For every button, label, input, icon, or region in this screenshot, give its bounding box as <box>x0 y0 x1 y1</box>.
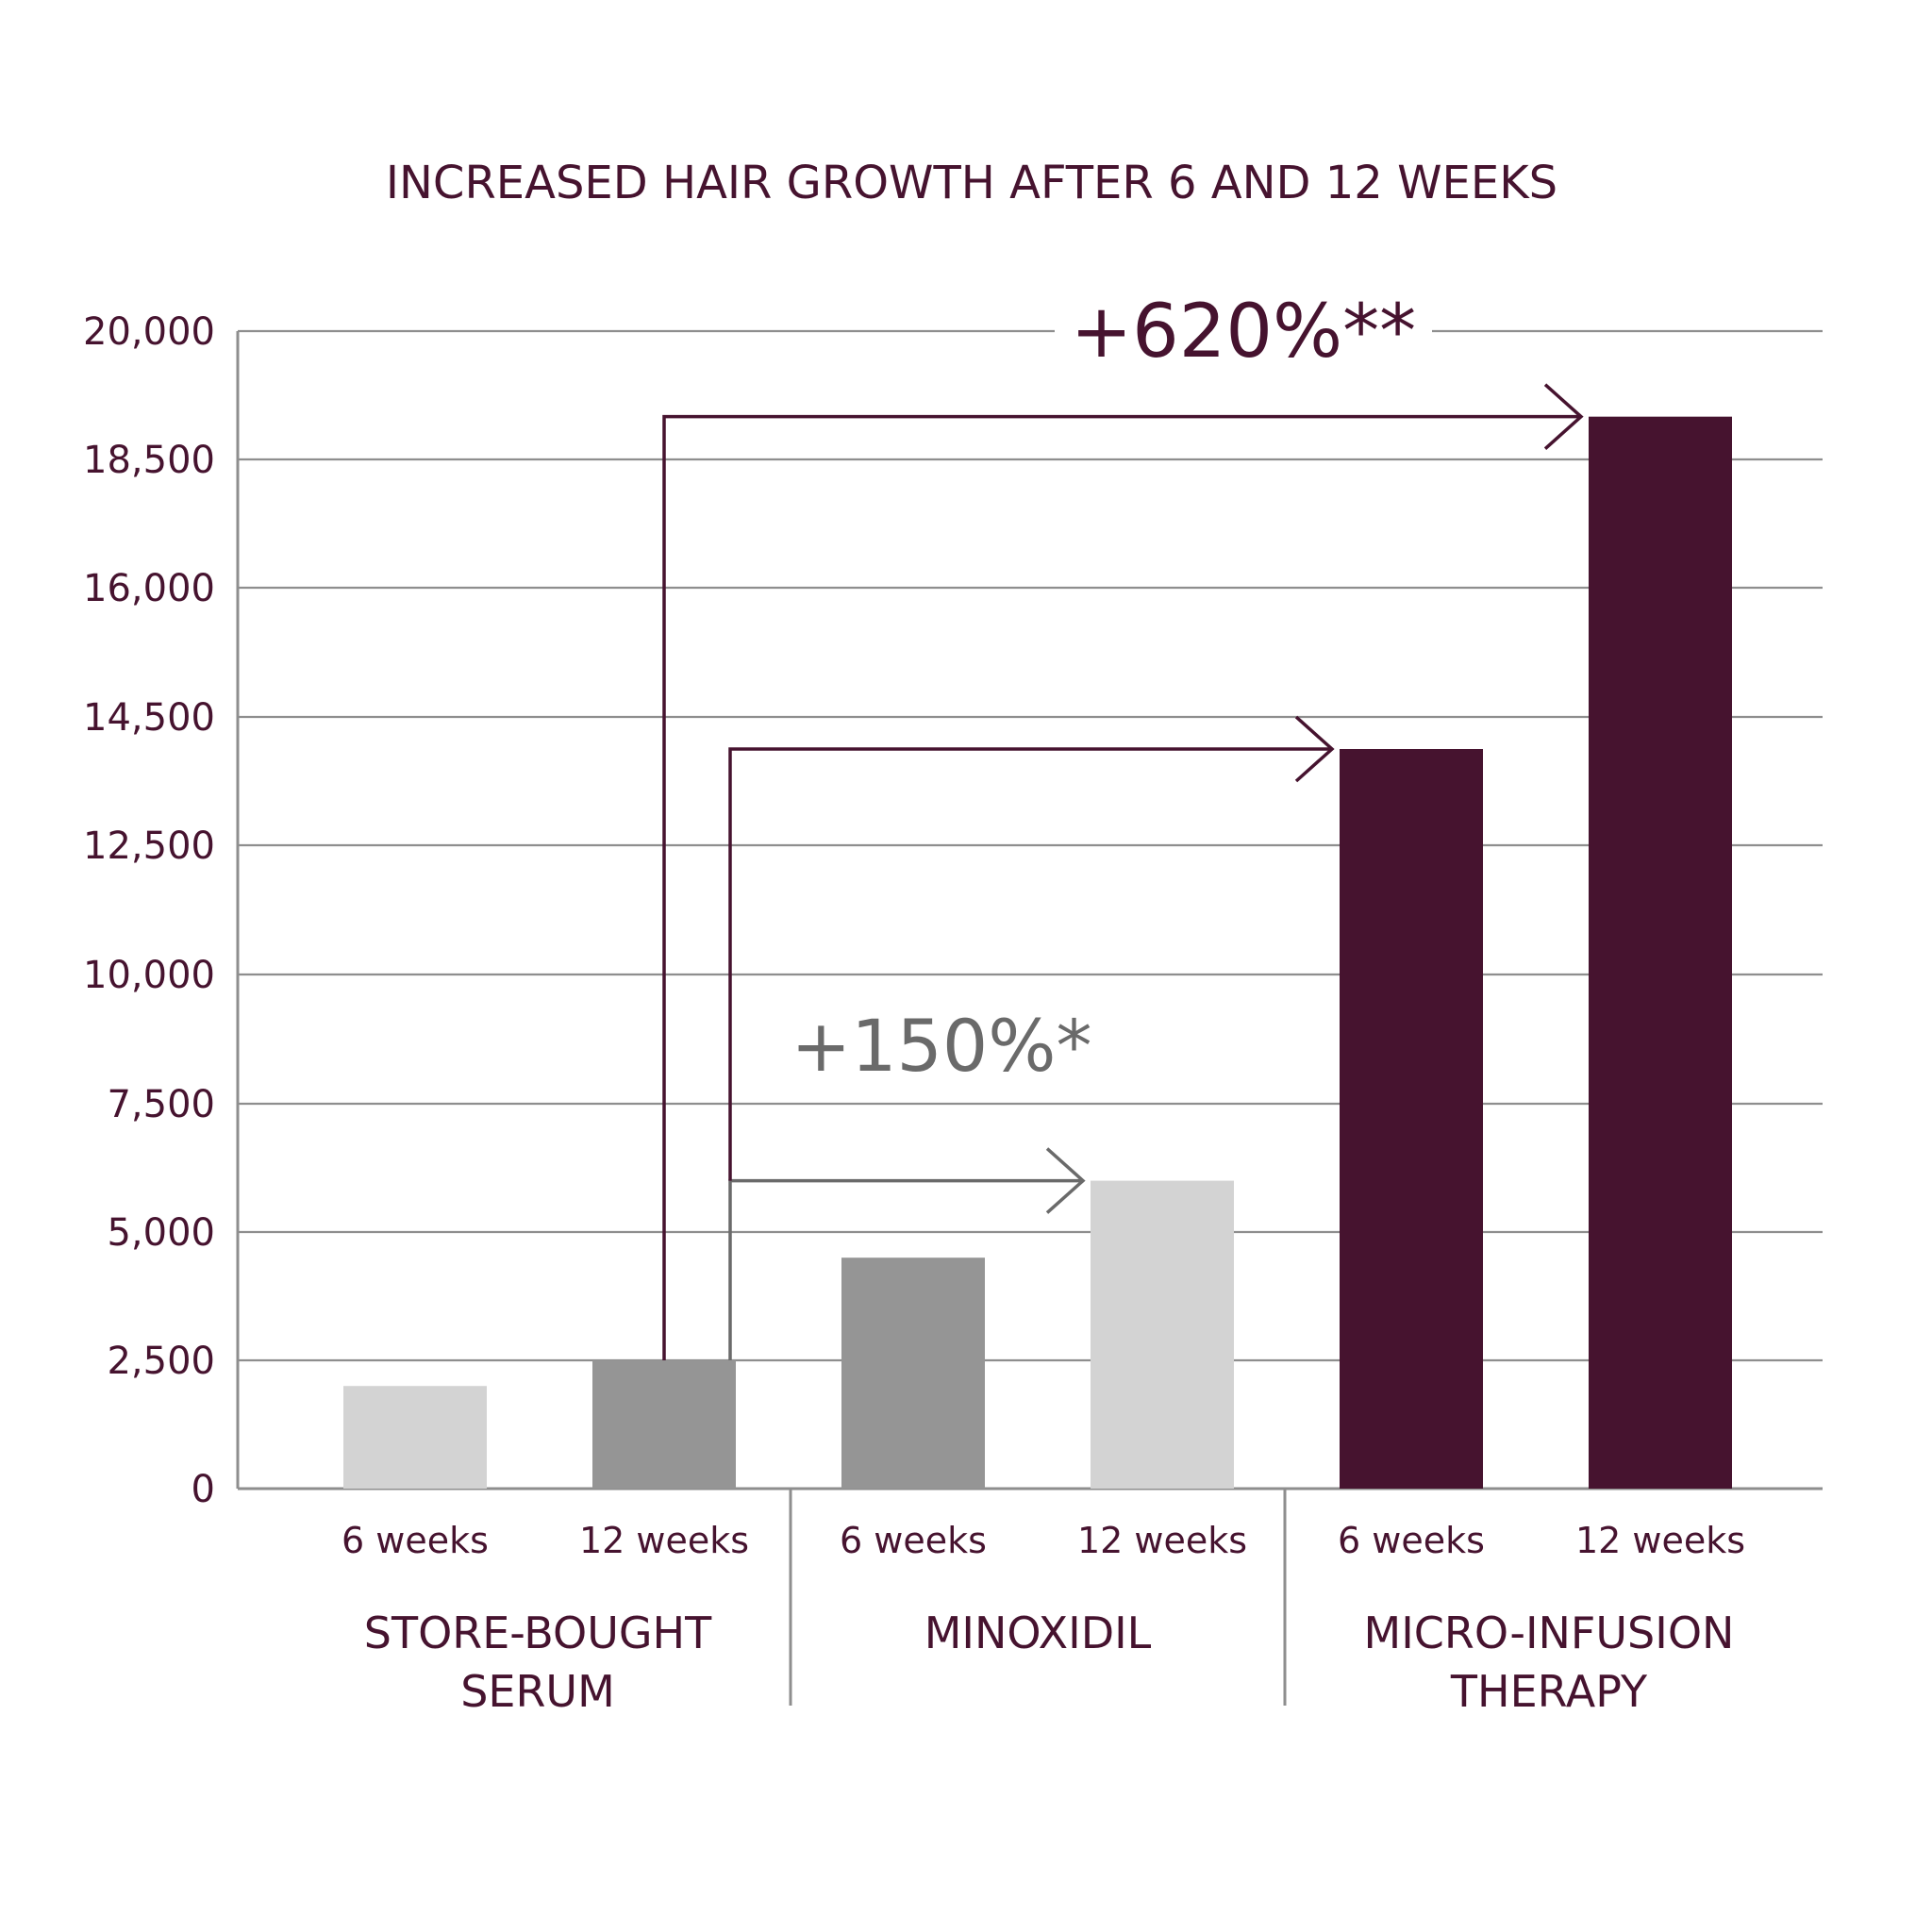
bar-period-label: 6 weeks <box>341 1520 489 1561</box>
arrow-620-head <box>1543 383 1584 450</box>
bar <box>841 1257 985 1489</box>
y-tick-label: 5,000 <box>107 1211 215 1255</box>
annotation-620-label: +620%** <box>1071 290 1416 375</box>
group-label: MICRO-INFUSION <box>1364 1607 1735 1658</box>
bar <box>343 1386 487 1489</box>
group-label: SERUM <box>460 1666 615 1717</box>
annotation-150-label: +150%* <box>791 1004 1092 1088</box>
group-label: STORE-BOUGHT <box>364 1607 712 1658</box>
grid-lines <box>236 329 1823 1706</box>
y-tick-label: 20,000 <box>83 310 215 354</box>
y-tick-label: 0 <box>192 1468 215 1511</box>
arrow-to-therapy-6wk-head <box>1294 715 1335 783</box>
growth-arrows: +150%* +620%** <box>662 283 1584 1360</box>
y-tick-label: 16,000 <box>83 567 215 610</box>
y-tick-label: 2,500 <box>107 1340 215 1383</box>
annotation-620-background <box>1055 283 1432 377</box>
bar-period-label: 12 weeks <box>579 1520 749 1561</box>
y-tick-label: 7,500 <box>107 1083 215 1126</box>
y-axis-tick-labels: 0 2,500 5,000 7,500 10,000 12,500 14,500 16,000… <box>83 310 215 1511</box>
bar-period-label: 12 weeks <box>1575 1520 1745 1561</box>
group-label: MINOXIDIL <box>924 1607 1152 1658</box>
chart-title: INCREASED HAIR GROWTH AFTER 6 AND 12 WEE… <box>386 157 1557 209</box>
bar-period-label: 6 weeks <box>1338 1520 1485 1561</box>
y-tick-label: 14,500 <box>83 696 215 740</box>
group-label: THERAPY <box>1450 1666 1648 1717</box>
bar-period-label: 12 weeks <box>1077 1520 1247 1561</box>
y-tick-label: 12,500 <box>83 824 215 868</box>
y-tick-label: 18,500 <box>83 439 215 482</box>
bar <box>1091 1180 1234 1489</box>
bars <box>343 416 1732 1490</box>
x-axis-labels: 6 weeks 12 weeks 6 weeks 12 weeks 6 weeks 12 … <box>341 1520 1745 1717</box>
bar <box>592 1360 736 1489</box>
arrow-150-head <box>1045 1147 1086 1214</box>
y-tick-label: 10,000 <box>83 954 215 997</box>
bar-period-label: 6 weeks <box>840 1520 987 1561</box>
arrow-620-line <box>662 414 1581 1360</box>
bar <box>1340 749 1483 1489</box>
arrow-to-therapy-6wk-line <box>728 747 1332 1181</box>
bar <box>1589 416 1732 1490</box>
